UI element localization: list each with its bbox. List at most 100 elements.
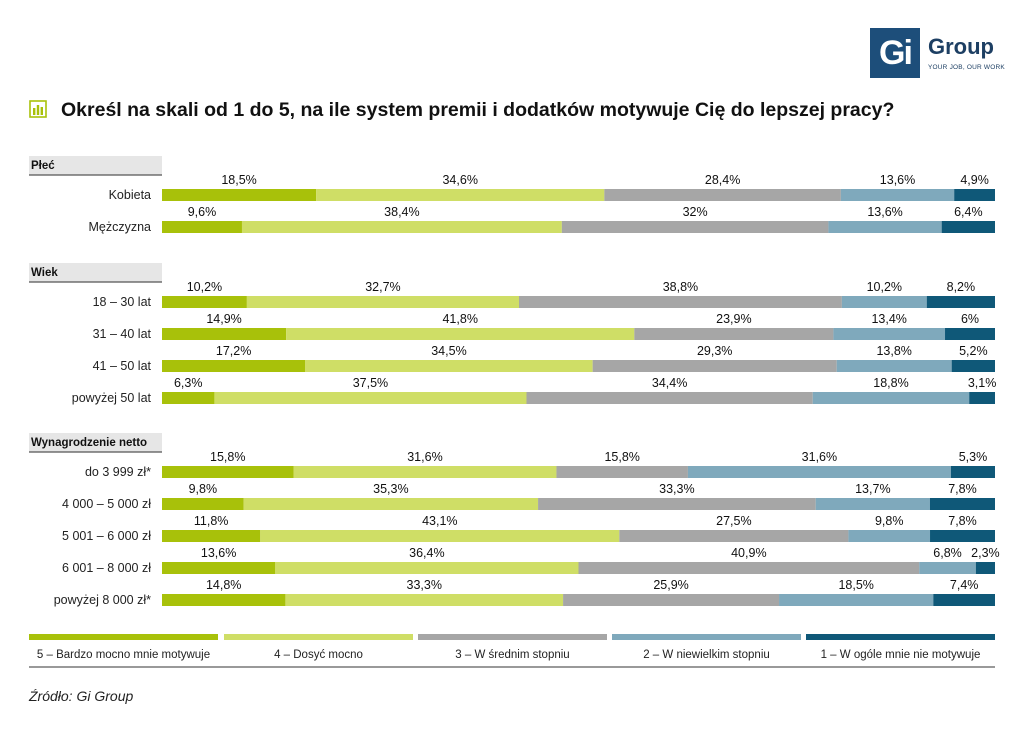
legend-label: 3 – W średnim stopniu [455,649,569,661]
logo-tagline: YOUR JOB, OUR WORK [928,64,1005,71]
bar-segment [779,594,934,606]
data-label: 34,4% [652,376,687,390]
bar-segment [604,189,841,201]
gi-group-logo: Gi Group YOUR JOB, OUR WORK [870,28,1005,78]
row-label: 18 – 30 lat [93,295,152,309]
data-label: 7,8% [948,514,977,528]
data-label: 28,4% [705,173,740,187]
data-label: 34,6% [442,173,477,187]
legend-swatch [224,634,413,640]
data-label: 3,1% [968,376,997,390]
data-label: 13,4% [871,312,906,326]
bar-segment [162,360,306,372]
row-label: 6 001 – 8 000 zł [62,561,151,575]
bar-segment [975,562,995,574]
data-label: 18,8% [873,376,908,390]
data-label: 7,8% [948,482,977,496]
data-label: 43,1% [422,514,457,528]
legend-label: 1 – W ogóle mnie nie motywuje [821,649,981,661]
data-label: 4,9% [960,173,989,187]
data-label: 17,2% [216,344,251,358]
bar-segment [933,594,995,606]
bar-segment [929,498,995,510]
bar-segment [836,360,952,372]
data-label: 37,5% [353,376,388,390]
data-label: 35,3% [373,482,408,496]
data-label: 8,2% [947,280,976,294]
data-label: 38,4% [384,205,419,219]
bar-segment [293,466,557,478]
bar-segment [812,392,970,404]
legend-label: 5 – Bardzo mocno mnie motywuje [37,649,210,661]
bar-segment [950,466,995,478]
legend-swatch [612,634,801,640]
bar-segment [634,328,834,340]
row-label: powyżej 8 000 zł* [54,593,151,607]
legend-label: 2 – W niewielkim stopniu [643,649,770,661]
bar-segment [162,466,294,478]
bar-segment [526,392,813,404]
bar-segment [162,392,215,404]
bar-segment [954,189,995,201]
row-label: Mężczyzna [88,220,151,234]
bar-segment [243,498,539,510]
data-label: 15,8% [604,450,639,464]
bar-segment [930,530,995,542]
row-label: do 3 999 zł* [85,465,151,479]
group-label: Płeć [31,160,55,172]
bar-segment [162,189,317,201]
bar-segment [578,562,920,574]
data-label: 5,3% [959,450,988,464]
chart-title: Określ na skali od 1 do 5, na ile system… [61,99,895,121]
data-label: 13,6% [201,546,236,560]
data-label: 33,3% [407,578,442,592]
logo-wordmark: Group [928,34,994,59]
bar-segment [162,594,286,606]
data-label: 36,4% [409,546,444,560]
data-label: 10,2% [187,280,222,294]
row-label: 31 – 40 lat [93,327,152,341]
bar-segment [619,530,849,542]
bar-segment [285,594,564,606]
bar-segment [833,328,946,340]
data-label: 2,3% [971,546,1000,560]
group-label: Wiek [31,267,58,279]
legend-swatch [418,634,607,640]
bar-segment [286,328,635,340]
bar-segment [556,466,688,478]
data-label: 6,3% [174,376,203,390]
data-label: 6,4% [954,205,983,219]
bar-segment [848,530,931,542]
bar-segment [162,296,247,308]
bar-segment [592,360,837,372]
legend-swatch [29,634,218,640]
legend-swatch [806,634,995,640]
bar-segment [941,221,995,233]
data-label: 27,5% [716,514,751,528]
bar-segment [162,221,242,233]
row-label: Kobieta [109,188,151,202]
data-label: 25,9% [653,578,688,592]
source-note: Źródło: Gi Group [29,688,134,704]
data-label: 40,9% [731,546,766,560]
bar-segment [815,498,930,510]
data-label: 32,7% [365,280,400,294]
bar-segment [162,530,261,542]
bar-segment [926,296,995,308]
group-header-bg [29,156,162,175]
data-label: 34,5% [431,344,466,358]
data-label: 38,8% [663,280,698,294]
bar-segment [945,328,995,340]
bar-segment [519,296,842,308]
bar-segment [316,189,605,201]
bar-segment [214,392,527,404]
data-label: 41,8% [442,312,477,326]
bar-segment [241,221,562,233]
data-label: 5,2% [959,344,988,358]
bar-segment [275,562,579,574]
bar-segment [951,360,995,372]
group-header-bg [29,263,162,282]
row-label: 41 – 50 lat [93,359,152,373]
data-label: 13,6% [867,205,902,219]
